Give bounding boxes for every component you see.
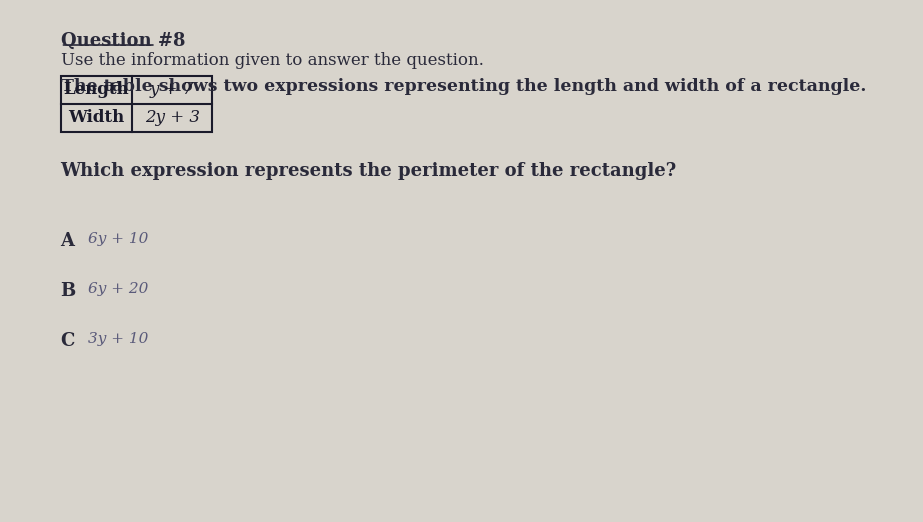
Bar: [61, 76, 212, 132]
Text: Question #8: Question #8: [61, 32, 186, 50]
Text: Width: Width: [68, 110, 125, 126]
Text: 6y + 10: 6y + 10: [89, 232, 149, 246]
Text: B: B: [61, 282, 76, 300]
Text: C: C: [61, 332, 75, 350]
Text: 2y + 3: 2y + 3: [145, 110, 199, 126]
Text: Length: Length: [64, 81, 129, 99]
Text: A: A: [61, 232, 75, 250]
Text: The table shows two expressions representing the length and width of a rectangle: The table shows two expressions represen…: [61, 78, 866, 95]
Text: Which expression represents the perimeter of the rectangle?: Which expression represents the perimete…: [61, 162, 677, 180]
Text: 3y + 10: 3y + 10: [89, 332, 149, 346]
Text: y + 7: y + 7: [150, 81, 195, 99]
Text: 6y + 20: 6y + 20: [89, 282, 149, 296]
Text: Use the information given to answer the question.: Use the information given to answer the …: [61, 52, 484, 69]
